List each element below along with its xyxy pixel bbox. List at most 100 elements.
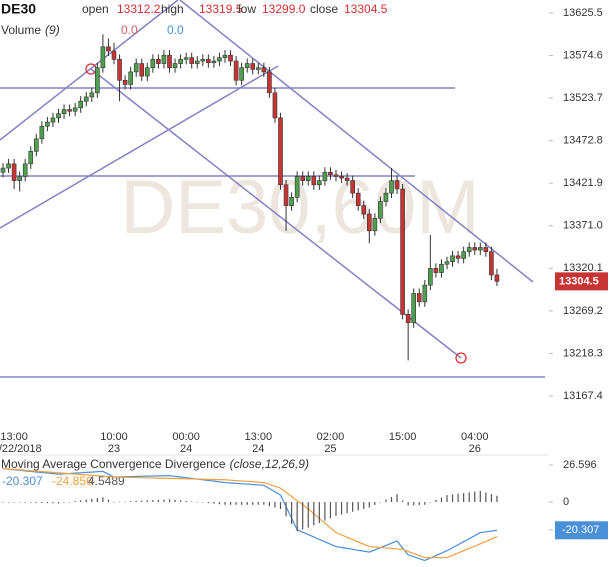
candle-body	[122, 79, 128, 85]
histogram-bar	[340, 502, 343, 515]
trend-line	[90, 68, 462, 359]
y-tick-label: 13625.5	[563, 7, 603, 19]
candle-body	[328, 171, 333, 176]
candle-body	[278, 117, 283, 186]
histogram-bar	[52, 502, 54, 504]
histogram-bar	[407, 502, 409, 506]
histogram-bar	[479, 490, 481, 503]
histogram-bar	[185, 500, 187, 503]
candle-body	[78, 100, 83, 109]
histogram-bar	[57, 502, 60, 504]
histogram-bar	[357, 502, 359, 511]
histogram-bar	[85, 499, 87, 503]
histogram-bar	[102, 497, 104, 503]
histogram-bar	[213, 502, 215, 504]
candle-body	[444, 261, 450, 265]
histogram-bar	[390, 496, 393, 503]
histogram-bar	[363, 502, 365, 509]
candle-body	[128, 71, 133, 85]
candle-body	[283, 184, 289, 206]
histogram-bar	[152, 500, 154, 503]
candle-body	[145, 67, 150, 77]
histogram-bar	[241, 502, 243, 505]
histogram-bar	[35, 502, 37, 503]
candle-body	[361, 205, 367, 215]
ohlc-name: high	[161, 2, 184, 16]
macd-title: Moving Average Convergence Divergence (cl…	[1, 457, 309, 471]
histogram-bar	[446, 495, 448, 503]
y-tick-label: 13472.8	[563, 135, 603, 147]
candle-body	[300, 176, 306, 181]
candle-body	[389, 180, 394, 194]
candle-body	[33, 138, 39, 152]
histogram-bar	[385, 499, 387, 503]
y-tick-label: 26.596	[563, 459, 597, 471]
y-tick-label: 13218.3	[563, 347, 603, 359]
symbol: DE30	[1, 1, 36, 17]
histogram-bar	[418, 502, 420, 506]
histogram-bar	[335, 502, 337, 516]
candle-body	[117, 59, 122, 81]
candle-body	[28, 151, 34, 165]
candle-body	[372, 217, 378, 232]
candle-body	[183, 57, 189, 60]
candle-body	[17, 176, 22, 181]
histogram-bar	[13, 502, 15, 503]
histogram-bar	[379, 502, 381, 503]
candle-body	[22, 163, 28, 177]
histogram-bar	[7, 502, 10, 503]
histogram-bar	[2, 502, 4, 503]
candle-body	[333, 174, 339, 177]
histogram-bar	[96, 497, 98, 503]
candle-body	[61, 109, 67, 115]
histogram-bar	[157, 499, 159, 503]
histogram-bar	[451, 494, 454, 503]
candle-body	[89, 92, 95, 98]
candle-body	[466, 247, 472, 252]
candle-body	[405, 314, 411, 324]
ohlc-value: 13299.0	[262, 2, 306, 16]
candle-body	[411, 293, 417, 324]
histogram-bar	[24, 502, 26, 503]
histogram-bar	[474, 491, 476, 503]
histogram-bar	[485, 492, 487, 503]
candle-body	[494, 274, 500, 282]
histogram-bar	[263, 502, 265, 505]
candle-body	[289, 197, 294, 206]
ohlc-value: 13319.5	[199, 2, 243, 16]
histogram-bar	[163, 499, 165, 503]
histogram-bar	[41, 502, 43, 503]
candle-body	[394, 180, 400, 190]
histogram-bar	[69, 501, 71, 503]
histogram-bar	[202, 502, 204, 503]
candle-body	[156, 59, 161, 64]
signal-value: -24.856	[52, 474, 93, 488]
candle-body	[39, 125, 45, 140]
histogram-bar	[402, 500, 404, 503]
volume-name: Volume	[1, 23, 41, 37]
candle-body	[67, 109, 72, 112]
candle-body	[439, 263, 444, 273]
histogram-bar	[285, 502, 287, 517]
histogram-bar	[490, 494, 492, 503]
candle-body	[222, 54, 228, 58]
histogram-bar	[80, 500, 82, 503]
volume-period: (9)	[45, 23, 60, 37]
histogram-bar	[46, 502, 48, 504]
histogram-bar	[63, 502, 65, 503]
candle-body	[11, 163, 17, 181]
histogram-bar	[235, 502, 237, 505]
histogram-bar	[435, 499, 437, 503]
x-tick-label: 13:00	[245, 431, 273, 443]
x-tick-label: 00:00	[172, 431, 200, 443]
candle-body	[72, 107, 78, 112]
last-price-label: 13304.5	[559, 275, 599, 287]
x-date-label: 24	[252, 443, 264, 455]
histogram-bar	[274, 502, 276, 508]
x-tick-label: 02:00	[317, 431, 345, 443]
histogram-bar	[246, 502, 248, 505]
ohlc-value: 13312.2	[117, 2, 161, 16]
trend-line	[0, 65, 279, 229]
last-value-box	[555, 521, 608, 540]
histogram-bar	[352, 502, 354, 512]
